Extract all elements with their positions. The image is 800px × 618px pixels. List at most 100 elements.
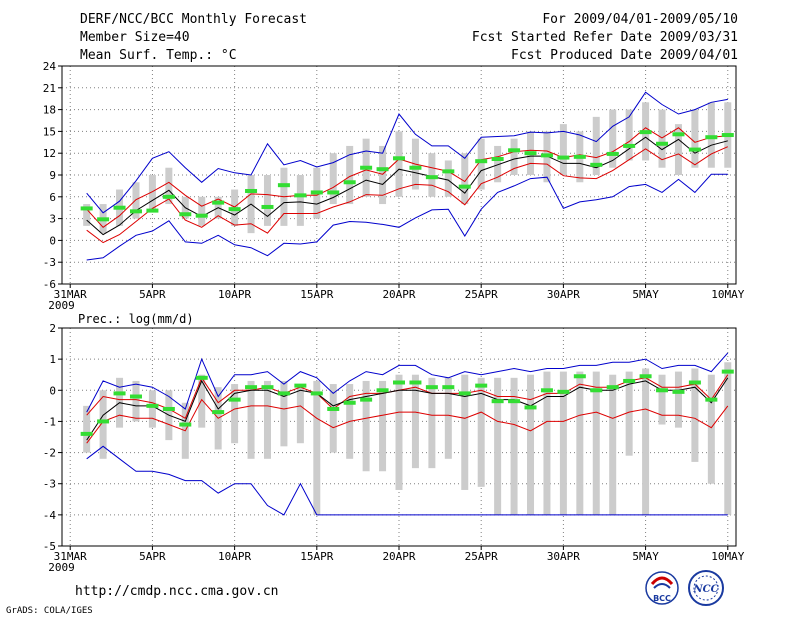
x-tick-label: 10MAY: [711, 288, 744, 301]
single-run-marker: [162, 194, 175, 199]
single-run-marker: [97, 217, 110, 222]
spread-box: [494, 377, 502, 515]
single-run-marker: [458, 184, 471, 189]
x-tick-label: 30APR: [547, 288, 580, 301]
spread-box: [395, 131, 403, 197]
single-run-marker: [557, 389, 570, 394]
ncc-logo-text: NCC: [692, 584, 718, 595]
y-tick-label: 0: [49, 384, 56, 397]
spread-box: [461, 374, 469, 490]
single-run-marker: [179, 212, 192, 217]
single-run-marker: [573, 374, 586, 379]
series-line: [86, 374, 729, 420]
spread-box: [428, 377, 436, 469]
single-run-marker: [228, 397, 241, 402]
single-run-marker: [409, 380, 422, 385]
spread-box: [674, 124, 682, 175]
x-tick-label: 5APR: [139, 550, 166, 563]
y-tick-label: 24: [43, 60, 57, 73]
single-run-marker: [508, 148, 521, 153]
variable-label: Mean Surf. Temp.: °C: [80, 48, 237, 63]
single-run-marker: [705, 135, 718, 140]
period-label: For 2009/04/01-2009/05/10: [542, 12, 738, 27]
spread-box: [231, 384, 239, 444]
spread-box: [132, 182, 140, 219]
series-line: [86, 136, 728, 236]
spread-box: [198, 374, 206, 428]
x-tick-label: 30APR: [547, 550, 580, 563]
spread-box: [379, 145, 387, 205]
spread-box: [83, 204, 91, 226]
single-run-marker: [508, 399, 521, 404]
x-tick-label: 5APR: [139, 288, 166, 301]
x-tick-label: 31MAR: [54, 550, 87, 563]
single-run-marker: [360, 165, 373, 170]
spread-box: [592, 371, 600, 515]
y-tick-label: 2: [49, 322, 56, 335]
y-tick-label: -3: [43, 478, 56, 491]
spread-box: [477, 138, 485, 190]
spread-box: [658, 374, 666, 425]
single-run-marker: [195, 213, 208, 218]
single-run-marker: [705, 397, 718, 402]
single-run-marker: [458, 391, 471, 396]
fcst-started-label: Fcst Started Refer Date 2009/03/31: [471, 30, 738, 45]
single-run-marker: [294, 383, 307, 388]
year-label: 2009: [48, 299, 75, 312]
single-run-marker: [688, 380, 701, 385]
single-run-marker: [376, 388, 389, 393]
y-tick-label: -2: [43, 447, 56, 460]
y-tick-label: 12: [43, 147, 56, 160]
bcc-logo-icon: BCC: [645, 571, 679, 605]
x-tick-label: 25APR: [465, 550, 498, 563]
y-tick-label: 0: [49, 234, 56, 247]
spread-box: [148, 175, 156, 212]
single-run-marker: [590, 388, 603, 393]
spread-box: [494, 145, 502, 183]
spread-box: [510, 138, 518, 175]
y-tick-label: 1: [49, 353, 56, 366]
y-tick-label: 18: [43, 104, 56, 117]
x-tick-label: 10APR: [218, 550, 251, 563]
spread-box: [198, 196, 206, 226]
single-run-marker: [573, 154, 586, 159]
single-run-marker: [540, 388, 553, 393]
single-run-marker: [97, 419, 110, 424]
spread-box: [379, 380, 387, 472]
series-line: [86, 173, 728, 261]
single-run-marker: [721, 369, 734, 374]
single-run-marker: [606, 385, 619, 390]
spread-box: [559, 124, 567, 175]
single-run-marker: [261, 204, 274, 209]
single-run-marker: [277, 391, 290, 396]
x-tick-label: 31MAR: [54, 288, 87, 301]
series-line: [86, 146, 728, 244]
spread-box: [461, 153, 469, 205]
spread-box: [592, 116, 600, 175]
single-run-marker: [491, 157, 504, 162]
source-url[interactable]: http://cmdp.ncc.cma.gov.cn: [75, 584, 279, 599]
y-tick-label: -6: [43, 278, 56, 291]
single-run-marker: [80, 206, 93, 211]
y-tick-label: 3: [49, 213, 56, 226]
single-run-marker: [623, 378, 636, 383]
spread-box: [477, 377, 485, 487]
spread-box: [165, 167, 173, 205]
spread-box: [559, 371, 567, 515]
series-line: [86, 445, 728, 516]
single-run-marker: [672, 132, 685, 137]
spread-box: [296, 384, 304, 444]
single-run-marker: [425, 385, 438, 390]
single-run-marker: [688, 147, 701, 152]
single-run-marker: [228, 207, 241, 212]
single-run-marker: [179, 422, 192, 427]
spread-box: [707, 374, 715, 484]
y-tick-label: -5: [43, 540, 56, 553]
single-run-marker: [294, 193, 307, 198]
series-line: [86, 91, 728, 214]
spread-box: [444, 377, 452, 459]
y-tick-label: -3: [43, 256, 56, 269]
single-run-marker: [393, 380, 405, 385]
spread-box: [642, 368, 650, 515]
single-run-marker: [524, 151, 537, 156]
